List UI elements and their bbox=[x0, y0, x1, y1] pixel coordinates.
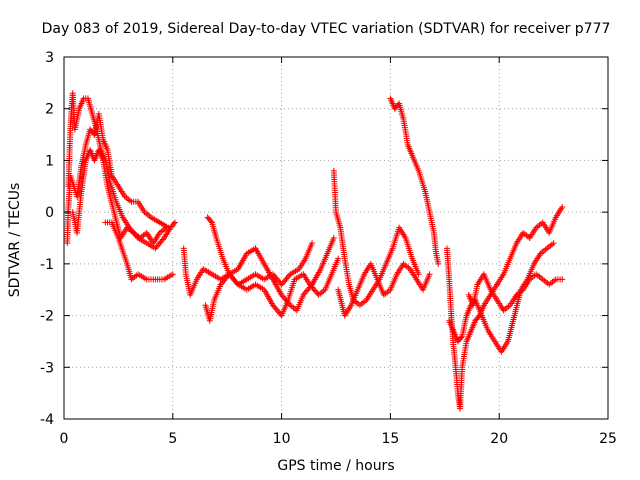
x-tick-label: 20 bbox=[490, 431, 508, 447]
data-points bbox=[64, 90, 566, 412]
chart-title: Day 083 of 2019, Sidereal Day-to-day VTE… bbox=[42, 21, 611, 37]
data-point bbox=[169, 271, 176, 278]
x-axis: 0 5 10 15 20 25 bbox=[60, 57, 617, 447]
data-point bbox=[330, 235, 337, 241]
series-arc-c bbox=[69, 147, 170, 247]
data-point bbox=[475, 313, 482, 320]
data-point bbox=[286, 272, 293, 279]
x-tick-label: 25 bbox=[599, 431, 617, 447]
data-point bbox=[307, 283, 314, 290]
y-tick-label: 3 bbox=[45, 50, 54, 66]
data-point bbox=[458, 334, 465, 341]
y-axis: -4 -3 -2 -1 0 1 2 3 bbox=[40, 50, 608, 428]
y-tick-label: -2 bbox=[40, 309, 54, 325]
y-axis-label: SDTVAR / TECUs bbox=[7, 183, 23, 298]
series-arc-d bbox=[102, 219, 176, 283]
y-tick-label: -1 bbox=[40, 257, 54, 273]
x-axis-label: GPS time / hours bbox=[277, 458, 394, 474]
data-point bbox=[415, 271, 422, 278]
series-arc-g bbox=[202, 235, 337, 324]
data-point bbox=[233, 280, 240, 287]
y-tick-label: 0 bbox=[45, 205, 54, 221]
data-point bbox=[171, 219, 178, 226]
data-point bbox=[550, 240, 557, 247]
data-point bbox=[335, 255, 342, 262]
x-tick-label: 10 bbox=[273, 431, 291, 447]
series-arc-j bbox=[387, 95, 442, 267]
series-arc-b bbox=[64, 110, 172, 247]
x-tick-label: 5 bbox=[168, 431, 177, 447]
series-arc-i bbox=[335, 260, 433, 319]
data-point bbox=[286, 300, 293, 307]
data-point bbox=[225, 272, 232, 279]
y-tick-label: -3 bbox=[40, 360, 54, 376]
data-point bbox=[559, 203, 566, 210]
data-point bbox=[170, 220, 177, 227]
y-tick-label: 1 bbox=[45, 153, 54, 169]
data-point bbox=[309, 240, 316, 247]
x-tick-label: 15 bbox=[381, 431, 399, 447]
data-point bbox=[435, 260, 442, 267]
y-tick-label: 2 bbox=[45, 102, 54, 118]
data-point bbox=[559, 276, 566, 283]
data-point bbox=[163, 224, 170, 231]
series-arc-m bbox=[465, 271, 566, 314]
data-point bbox=[426, 271, 433, 278]
data-point bbox=[207, 218, 214, 225]
series-arc-l bbox=[446, 240, 557, 355]
series-arc-h bbox=[330, 167, 422, 309]
x-tick-label: 0 bbox=[60, 431, 69, 447]
plot-frame bbox=[63, 56, 609, 420]
y-tick-label: -4 bbox=[40, 412, 54, 428]
data-point bbox=[159, 236, 166, 243]
